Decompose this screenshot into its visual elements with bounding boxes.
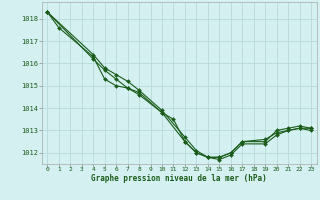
X-axis label: Graphe pression niveau de la mer (hPa): Graphe pression niveau de la mer (hPa) — [91, 174, 267, 183]
